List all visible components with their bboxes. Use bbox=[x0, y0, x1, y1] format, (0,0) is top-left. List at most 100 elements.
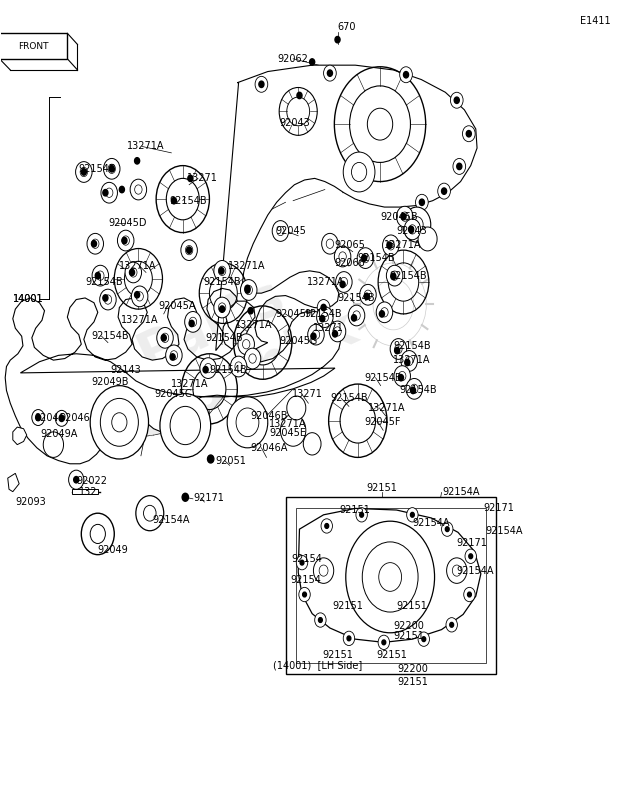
Text: FRONT: FRONT bbox=[18, 42, 48, 50]
Circle shape bbox=[109, 166, 114, 172]
Text: 92171: 92171 bbox=[457, 538, 488, 549]
Text: 92045H: 92045H bbox=[275, 309, 313, 319]
Text: 92154A: 92154A bbox=[457, 566, 494, 576]
Circle shape bbox=[387, 241, 394, 250]
Polygon shape bbox=[13, 427, 27, 445]
Circle shape bbox=[357, 248, 374, 269]
Text: 92154B: 92154B bbox=[358, 253, 396, 263]
Circle shape bbox=[348, 305, 365, 326]
Polygon shape bbox=[207, 65, 477, 352]
Circle shape bbox=[103, 190, 108, 196]
Circle shape bbox=[325, 523, 329, 528]
Circle shape bbox=[36, 414, 41, 421]
Circle shape bbox=[255, 76, 268, 92]
Circle shape bbox=[353, 311, 361, 320]
Circle shape bbox=[204, 363, 212, 373]
Text: 92154B: 92154B bbox=[210, 365, 247, 374]
Text: 92151: 92151 bbox=[340, 505, 370, 515]
Circle shape bbox=[410, 513, 414, 517]
Circle shape bbox=[321, 518, 333, 533]
Circle shape bbox=[343, 631, 355, 646]
Circle shape bbox=[238, 334, 254, 354]
Circle shape bbox=[401, 350, 417, 371]
Circle shape bbox=[320, 315, 325, 322]
Circle shape bbox=[340, 278, 348, 286]
Circle shape bbox=[454, 97, 459, 103]
Polygon shape bbox=[0, 34, 68, 58]
Circle shape bbox=[403, 207, 431, 242]
Circle shape bbox=[438, 183, 450, 199]
Text: 92151: 92151 bbox=[322, 650, 353, 660]
Circle shape bbox=[189, 320, 194, 326]
Circle shape bbox=[214, 297, 231, 318]
Circle shape bbox=[97, 271, 104, 280]
Circle shape bbox=[318, 618, 322, 622]
Text: 92045G: 92045G bbox=[279, 336, 318, 346]
Circle shape bbox=[134, 291, 140, 298]
Circle shape bbox=[214, 261, 231, 282]
Circle shape bbox=[469, 554, 473, 558]
Text: 92154A: 92154A bbox=[152, 514, 190, 525]
Text: 13271: 13271 bbox=[292, 390, 323, 399]
Text: 92065: 92065 bbox=[334, 240, 365, 250]
Circle shape bbox=[335, 37, 340, 43]
Circle shape bbox=[336, 272, 352, 292]
Bar bbox=[296, 509, 486, 663]
Circle shape bbox=[219, 268, 224, 274]
Circle shape bbox=[297, 92, 302, 98]
Text: 92154B: 92154B bbox=[203, 277, 241, 287]
Circle shape bbox=[182, 494, 189, 502]
Circle shape bbox=[324, 65, 336, 81]
Circle shape bbox=[347, 636, 351, 641]
Circle shape bbox=[381, 308, 388, 317]
Text: 92154B: 92154B bbox=[390, 270, 427, 281]
Circle shape bbox=[188, 175, 193, 182]
Circle shape bbox=[409, 225, 416, 234]
Text: 92151: 92151 bbox=[396, 601, 427, 610]
Text: 92154B: 92154B bbox=[79, 164, 117, 174]
Circle shape bbox=[317, 306, 333, 327]
Circle shape bbox=[378, 635, 390, 650]
Text: 13271A: 13271A bbox=[393, 355, 431, 365]
Circle shape bbox=[218, 266, 225, 275]
Circle shape bbox=[406, 378, 422, 399]
Circle shape bbox=[383, 235, 399, 256]
Text: 92049: 92049 bbox=[98, 545, 129, 555]
Circle shape bbox=[129, 268, 137, 277]
Text: 92154A: 92154A bbox=[485, 526, 523, 536]
Circle shape bbox=[339, 252, 347, 261]
Circle shape bbox=[346, 521, 434, 633]
Circle shape bbox=[96, 273, 101, 279]
Circle shape bbox=[410, 217, 423, 233]
Circle shape bbox=[248, 307, 253, 314]
Circle shape bbox=[92, 239, 99, 249]
Circle shape bbox=[303, 433, 321, 455]
Circle shape bbox=[441, 522, 453, 536]
Circle shape bbox=[326, 239, 334, 249]
Circle shape bbox=[243, 339, 250, 349]
Circle shape bbox=[352, 162, 367, 182]
Circle shape bbox=[468, 592, 471, 597]
Text: 92151: 92151 bbox=[376, 650, 408, 660]
Circle shape bbox=[241, 280, 257, 300]
Circle shape bbox=[352, 314, 357, 321]
Circle shape bbox=[92, 241, 97, 247]
Circle shape bbox=[462, 126, 475, 142]
Text: 670: 670 bbox=[338, 22, 356, 32]
Text: 13271A: 13271A bbox=[368, 403, 406, 413]
Circle shape bbox=[227, 397, 268, 448]
Circle shape bbox=[296, 555, 308, 570]
Circle shape bbox=[465, 549, 476, 563]
Circle shape bbox=[445, 526, 449, 531]
Circle shape bbox=[82, 514, 114, 554]
Circle shape bbox=[415, 194, 428, 210]
Text: 92022: 92022 bbox=[76, 475, 107, 486]
Circle shape bbox=[241, 281, 254, 296]
Text: 13271: 13271 bbox=[187, 174, 218, 183]
Circle shape bbox=[452, 565, 461, 576]
Text: 92171: 92171 bbox=[483, 503, 514, 514]
Circle shape bbox=[245, 348, 261, 369]
Circle shape bbox=[136, 292, 143, 301]
Circle shape bbox=[411, 384, 418, 394]
Text: 92154B: 92154B bbox=[304, 309, 342, 319]
